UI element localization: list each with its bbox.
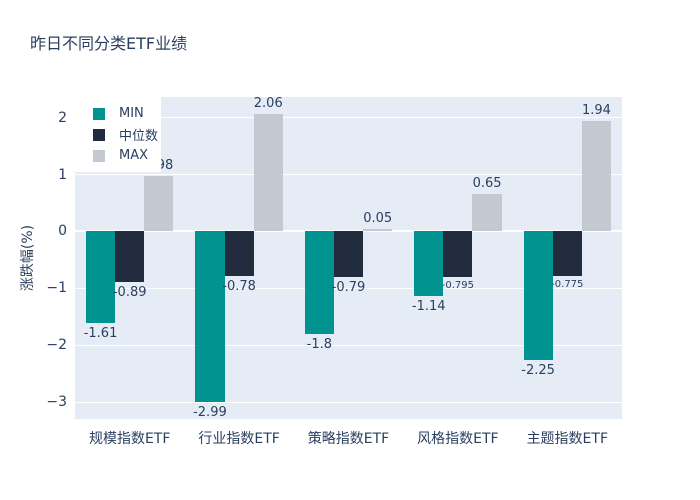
bar-value-label: -2.25 <box>521 362 555 378</box>
legend-item-MAX[interactable]: MAX <box>75 145 161 166</box>
legend-item-中位数[interactable]: 中位数 <box>75 124 161 145</box>
bar-MAX-主题指数ETF[interactable] <box>581 120 612 232</box>
bar-value-label: 2.06 <box>253 96 283 112</box>
bar-MIN-主题指数ETF[interactable] <box>523 231 553 360</box>
bar-value-label: -0.79 <box>331 279 366 295</box>
bar-MAX-策略指数ETF[interactable] <box>363 228 393 232</box>
legend: MIN 中位数 MAX <box>75 97 161 172</box>
x-tick-label-风格指数ETF: 风格指数ETF <box>417 431 499 447</box>
y-tick-label: 0 <box>58 223 67 240</box>
bar-value-label: -0.89 <box>112 285 147 301</box>
plot-area: -1.61-0.890.98-2.99-0.782.06-1.8-0.790.0… <box>75 96 622 420</box>
y-tick-label: 2 <box>58 109 67 126</box>
bar-中位数-行业指数ETF[interactable] <box>224 231 254 276</box>
x-tick-label-行业指数ETF: 行业指数ETF <box>198 431 280 447</box>
bar-value-label: -0.775 <box>551 278 584 290</box>
legend-item-label: MAX <box>119 148 149 163</box>
gridline <box>75 173 622 176</box>
bar-MIN-行业指数ETF[interactable] <box>195 231 225 402</box>
gridline <box>75 401 622 404</box>
bar-value-label: -1.61 <box>83 326 118 342</box>
bar-MAX-风格指数ETF[interactable] <box>472 194 502 232</box>
bar-value-label: 0.65 <box>472 176 502 192</box>
bar-MAX-行业指数ETF[interactable] <box>253 114 283 232</box>
bar-MIN-规模指数ETF[interactable] <box>85 231 116 324</box>
y-tick-label: −3 <box>46 394 67 411</box>
gridline <box>75 287 622 290</box>
chart-title: 昨日不同分类ETF业绩 <box>30 34 188 53</box>
y-tick-label: 1 <box>58 166 67 183</box>
bar-中位数-主题指数ETF[interactable] <box>552 231 582 276</box>
bar-中位数-规模指数ETF[interactable] <box>115 231 145 283</box>
bar-MIN-策略指数ETF[interactable] <box>304 231 334 335</box>
bar-value-label: -2.99 <box>193 404 227 420</box>
bar-value-label: 1.94 <box>581 102 611 118</box>
bar-value-label: -0.78 <box>222 278 256 294</box>
x-tick-label-策略指数ETF: 策略指数ETF <box>307 431 390 447</box>
bar-中位数-风格指数ETF[interactable] <box>443 231 473 277</box>
y-tick-label: −2 <box>46 337 67 354</box>
bar-value-label: -1.14 <box>411 299 446 315</box>
x-tick-label-主题指数ETF: 主题指数ETF <box>526 431 609 447</box>
legend-item-label: MIN <box>119 106 144 121</box>
legend-swatch-icon <box>93 107 105 120</box>
bar-value-label: -0.795 <box>441 279 475 291</box>
legend-item-MIN[interactable]: MIN <box>75 103 161 124</box>
gridline <box>75 116 622 119</box>
bar-MIN-风格指数ETF[interactable] <box>414 231 444 297</box>
gridline <box>75 344 622 347</box>
bar-value-label: 0.05 <box>363 210 393 226</box>
bar-MAX-规模指数ETF[interactable] <box>144 175 174 232</box>
legend-swatch-icon <box>93 128 105 141</box>
x-tick-label-规模指数ETF: 规模指数ETF <box>88 431 171 447</box>
bar-中位数-策略指数ETF[interactable] <box>333 231 364 277</box>
bar-value-label: -1.8 <box>306 337 332 353</box>
legend-swatch-icon <box>93 149 105 162</box>
y-tick-label: −1 <box>46 280 67 297</box>
legend-item-label: 中位数 <box>119 129 159 144</box>
